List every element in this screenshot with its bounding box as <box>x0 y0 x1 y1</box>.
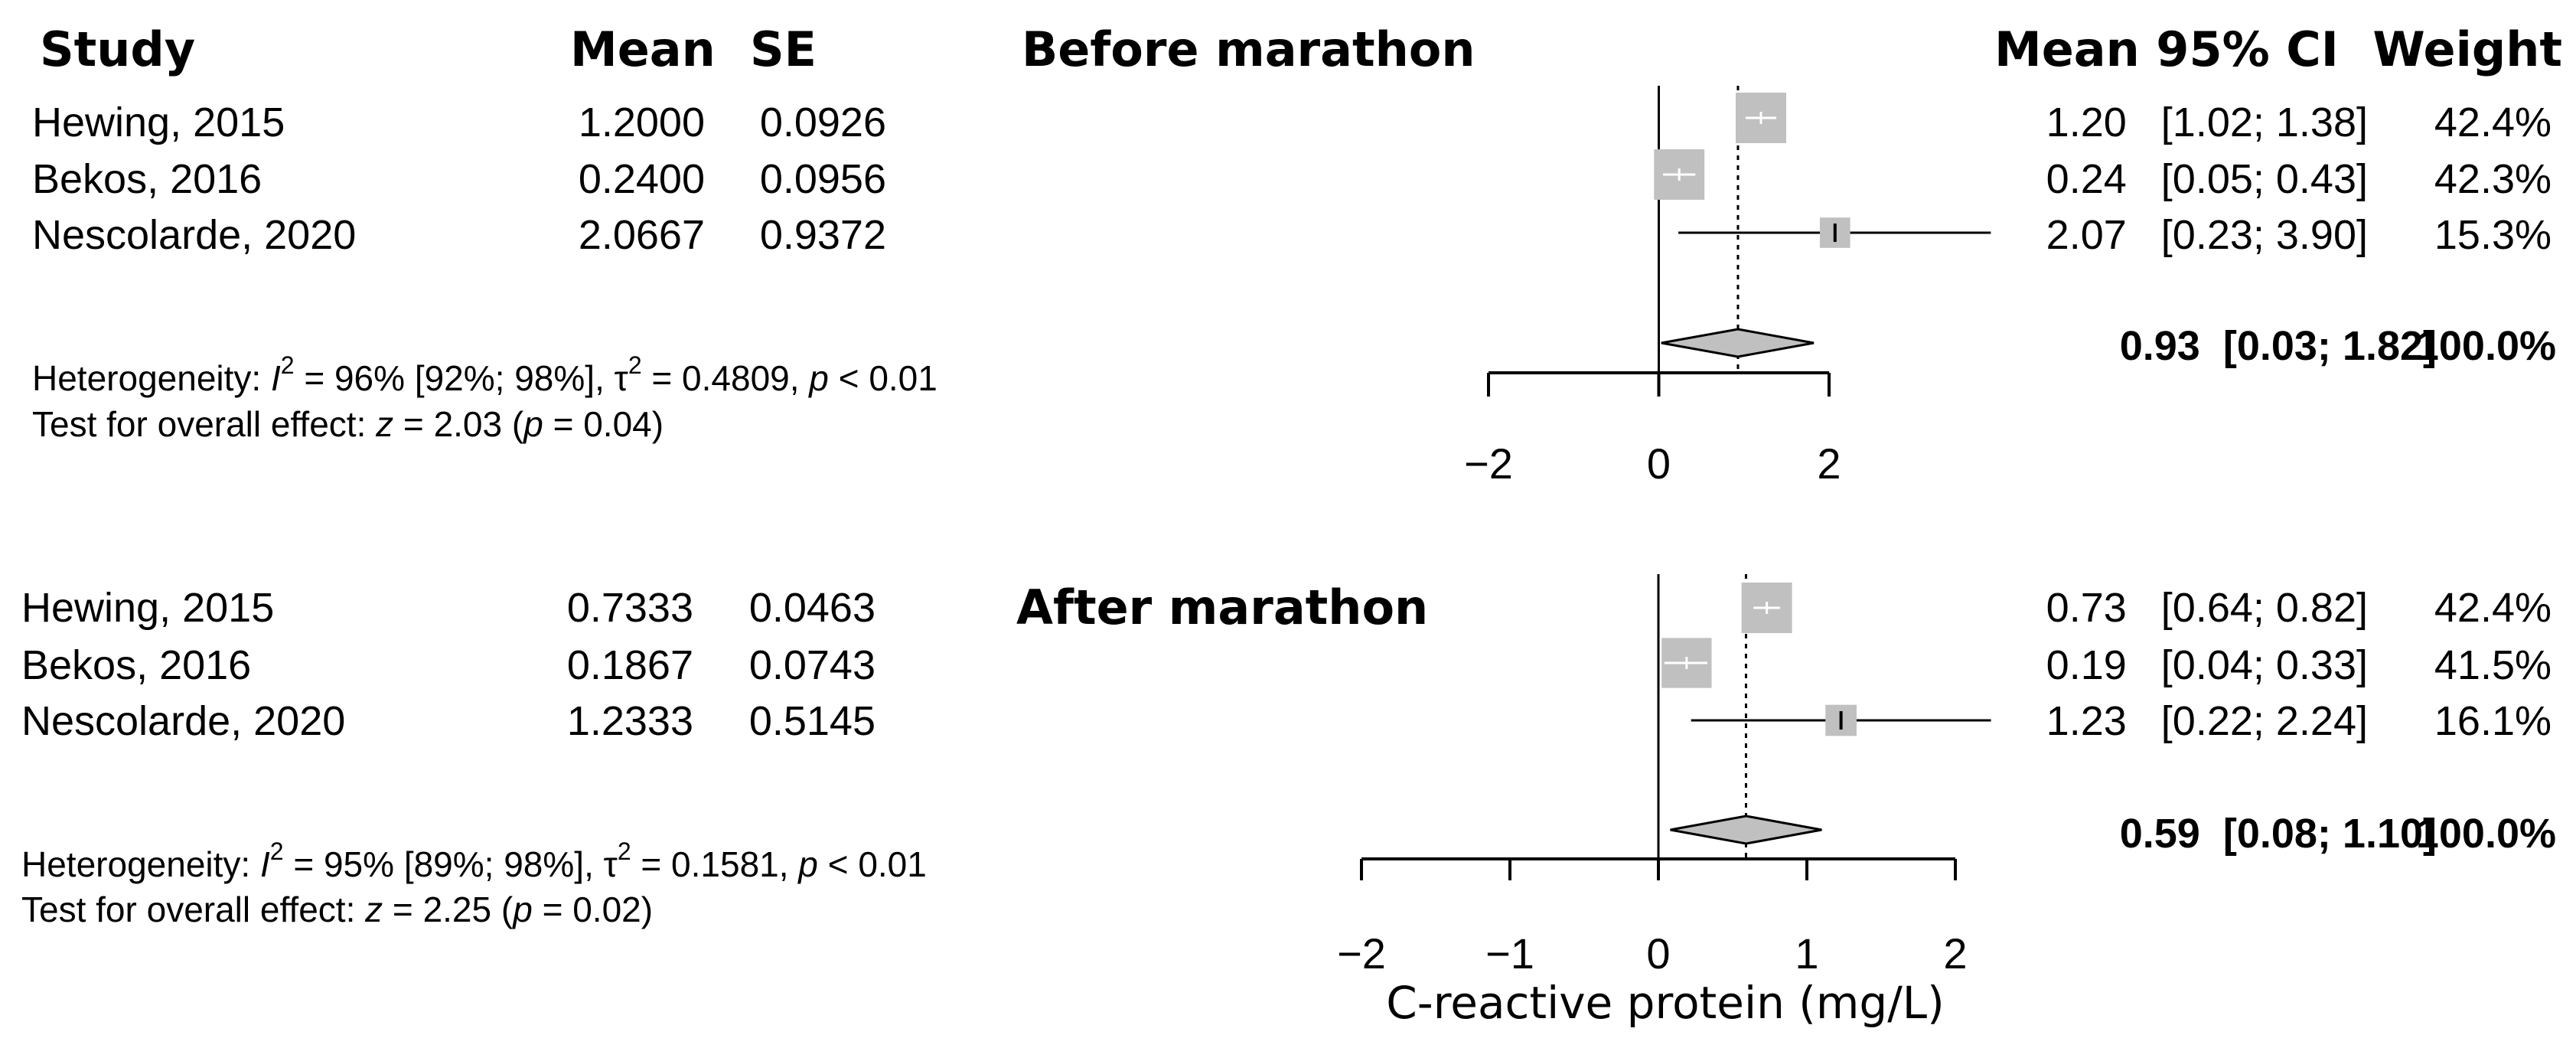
pooled-weight: 100.0% <box>2416 323 2556 369</box>
study-name: Hewing, 2015 <box>32 100 285 145</box>
study-weight: 15.3% <box>2434 212 2552 258</box>
panel-before: Hewing, 2015 1.2000 0.0926 1.20 [1.02; 1… <box>32 86 2556 488</box>
study-mean: 1.2333 <box>567 698 693 744</box>
study-mean: 0.1867 <box>567 642 693 688</box>
study-se: 0.0463 <box>749 585 876 631</box>
x-tick-label: −1 <box>1485 929 1534 978</box>
study-name: Bekos, 2016 <box>21 642 251 688</box>
header-mean-ci: Mean 95% CI <box>1994 21 2339 77</box>
study-se: 0.9372 <box>760 212 886 258</box>
pooled-diamond <box>1670 815 1822 845</box>
study-name: Nescolarde, 2020 <box>32 212 356 258</box>
study-weight: 42.4% <box>2434 585 2552 631</box>
study-se: 0.0743 <box>749 642 876 688</box>
study-weight: 42.4% <box>2434 100 2552 145</box>
heterogeneity-text: Heterogeneity: I2 = 95% [89%; 98%], τ2 =… <box>21 837 927 884</box>
x-tick-label: −2 <box>1337 929 1386 978</box>
study-mean: 0.2400 <box>579 156 705 202</box>
study-se: 0.5145 <box>749 698 876 744</box>
overall-effect-text: Test for overall effect: z = 2.03 (p = 0… <box>32 404 664 444</box>
panel2-title: After marathon <box>1016 580 1428 635</box>
x-tick-label: 2 <box>1943 929 1967 978</box>
study-mean: 2.0667 <box>579 212 705 258</box>
x-axis-label: C-reactive protein (mg/L) <box>1386 977 1944 1029</box>
study-weight: 42.3% <box>2434 156 2552 202</box>
header-se: SE <box>750 21 817 77</box>
study-se: 0.0926 <box>760 100 886 145</box>
study-name: Nescolarde, 2020 <box>21 698 345 744</box>
x-tick-label: 0 <box>1647 439 1671 488</box>
study-name: Bekos, 2016 <box>32 156 262 202</box>
study-ci: 2.07 [0.23; 3.90] <box>2046 212 2368 258</box>
study-weight: 41.5% <box>2434 642 2552 688</box>
pooled-diamond <box>1661 328 1815 358</box>
x-tick-label: −2 <box>1464 439 1513 488</box>
study-ci: 0.24 [0.05; 0.43] <box>2046 156 2368 202</box>
header-mean: Mean <box>570 21 716 77</box>
x-tick-label: 2 <box>1817 439 1841 488</box>
overall-effect-text: Test for overall effect: z = 2.25 (p = 0… <box>21 890 653 929</box>
header-weight: Weight <box>2372 21 2562 77</box>
study-se: 0.0956 <box>760 156 886 202</box>
study-name: Hewing, 2015 <box>21 585 274 631</box>
heterogeneity-text: Heterogeneity: I2 = 96% [92%; 98%], τ2 =… <box>32 351 937 398</box>
x-tick-label: 0 <box>1646 929 1670 978</box>
study-mean: 1.2000 <box>579 100 705 145</box>
header-study: Study <box>40 21 195 77</box>
panel1-title: Before marathon <box>1022 21 1475 77</box>
plot-area-after: −2 −1 0 1 2 <box>1337 574 1991 978</box>
pooled-ci: 0.59 [0.08; 1.10] <box>2120 811 2437 857</box>
panel-after: After marathon Hewing, 2015 0.7333 0.046… <box>21 574 2556 1029</box>
plot-area-before: −2 0 2 <box>1464 86 1991 488</box>
study-weight: 16.1% <box>2434 698 2552 744</box>
study-ci: 1.23 [0.22; 2.24] <box>2046 698 2368 744</box>
study-ci: 1.20 [1.02; 1.38] <box>2046 100 2368 145</box>
pooled-weight: 100.0% <box>2416 811 2556 857</box>
study-mean: 0.7333 <box>567 585 693 631</box>
study-ci: 0.19 [0.04; 0.33] <box>2046 642 2368 688</box>
x-tick-label: 1 <box>1795 929 1818 978</box>
pooled-ci: 0.93 [0.03; 1.82] <box>2120 323 2437 369</box>
study-ci: 0.73 [0.64; 0.82] <box>2046 585 2368 631</box>
